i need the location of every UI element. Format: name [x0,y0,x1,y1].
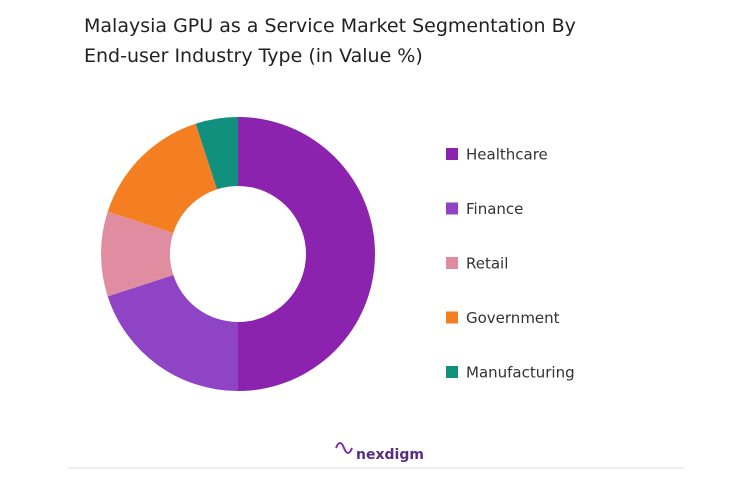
legend-label: Government [466,309,560,327]
legend-label: Retail [466,255,508,273]
brand: nexdigm [356,447,424,463]
legend-label: Finance [466,200,523,218]
slice [195,117,238,190]
legend-swatch [446,366,458,378]
chart-title: Malaysia GPU as a Service Market Segment… [84,15,576,67]
legend-swatch [446,311,458,324]
slice [107,123,217,233]
legend-label: Healthcare [466,146,548,164]
brand-icon [335,442,353,454]
slice [101,211,174,297]
legend-swatch [446,148,458,160]
legend-swatch [446,257,458,269]
legend-label: Manufacturing [466,364,575,382]
legend-swatch [446,202,458,215]
slice [107,275,238,391]
slice [238,117,375,391]
